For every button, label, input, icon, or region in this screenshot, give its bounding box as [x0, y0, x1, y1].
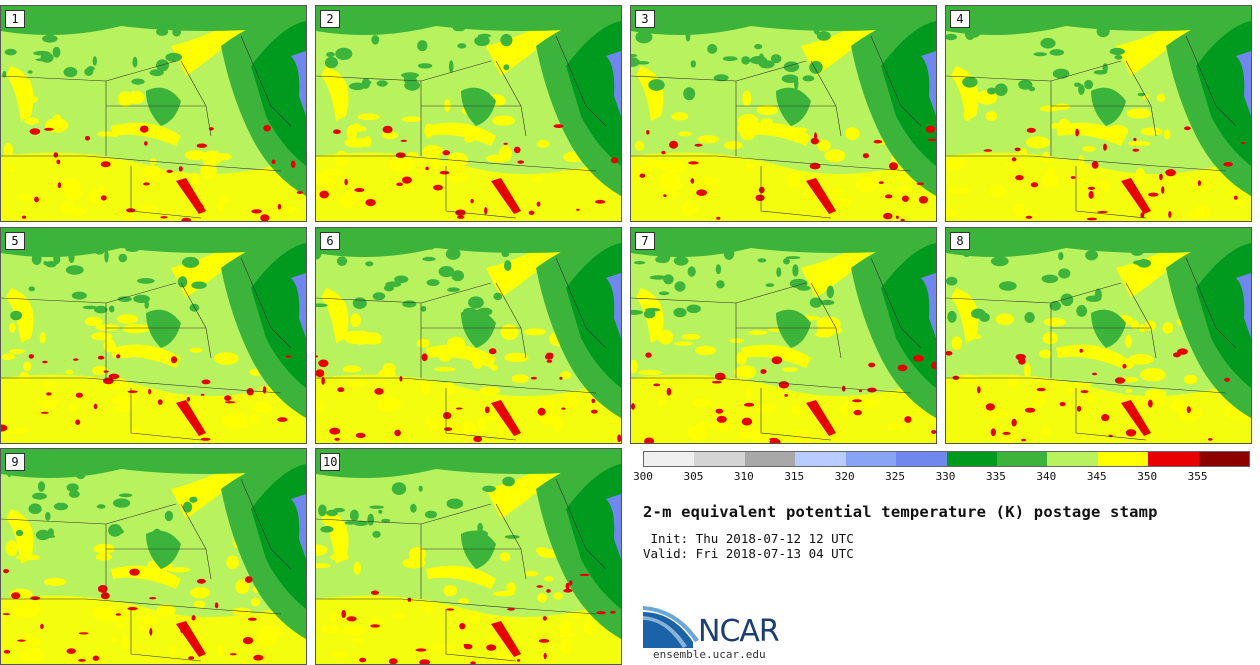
colorbar-segment	[744, 452, 796, 466]
colorbar-tick-label: 320	[834, 470, 855, 483]
init-time: Init: Thu 2018-07-12 12 UTC	[643, 531, 854, 546]
colorbar-segment	[996, 452, 1048, 466]
colorbar-segment	[1047, 452, 1098, 466]
colorbar-tick-label: 300	[633, 470, 653, 483]
member-number-label: 3	[635, 10, 655, 28]
colorbar	[643, 451, 1250, 467]
colorbar-tick-label: 335	[985, 470, 1006, 483]
figure-title: 2-m equivalent potential temperature (K)…	[643, 503, 1158, 521]
colorbar-tick-label: 325	[885, 470, 906, 483]
member-number-label: 9	[5, 453, 25, 471]
member-number-label: 6	[320, 232, 340, 250]
colorbar-segment	[1198, 452, 1250, 466]
member-number-label: 7	[635, 232, 655, 250]
ensemble-member-map: 9	[0, 448, 307, 665]
colorbar-tick-label: 340	[1036, 470, 1057, 483]
ensemble-member-map: 6	[315, 227, 622, 444]
colorbar-segment	[644, 452, 695, 466]
member-number-label: 10	[320, 453, 341, 471]
colorbar-segment	[1097, 452, 1149, 466]
member-number-label: 1	[5, 10, 25, 28]
member-number-label: 4	[950, 10, 970, 28]
ncar-logo-text: NCAR	[698, 614, 780, 649]
colorbar-tick-label: 345	[1086, 470, 1107, 483]
ncar-logo-icon	[643, 606, 699, 648]
ensemble-member-map: 5	[0, 227, 307, 444]
colorbar-segment	[795, 452, 846, 466]
member-number-label: 8	[950, 232, 970, 250]
valid-time: Valid: Fri 2018-07-13 04 UTC	[643, 546, 854, 561]
colorbar-segment	[845, 452, 897, 466]
colorbar-segment	[896, 452, 947, 466]
ensemble-member-map: 1	[0, 5, 307, 222]
ensemble-member-map: 10	[315, 448, 622, 665]
colorbar-tick-label: 305	[683, 470, 704, 483]
colorbar-tick-label: 330	[935, 470, 956, 483]
ensemble-member-map: 2	[315, 5, 622, 222]
ensemble-member-map: 8	[945, 227, 1252, 444]
member-number-label: 5	[5, 232, 25, 250]
colorbar-segment	[946, 452, 997, 466]
logo-url: ensemble.ucar.edu	[653, 648, 766, 661]
colorbar-tick-label: 310	[733, 470, 754, 483]
colorbar-segment	[694, 452, 745, 466]
ensemble-member-map: 7	[630, 227, 937, 444]
colorbar-tick-labels: 300 305 310 315 320 325 330 335 340 345 350 355	[633, 470, 1248, 484]
ensemble-member-map: 4	[945, 5, 1252, 222]
colorbar-tick-label: 315	[784, 470, 805, 483]
member-number-label: 2	[320, 10, 340, 28]
ensemble-member-map: 3	[630, 5, 937, 222]
colorbar-segment	[1148, 452, 1199, 466]
colorbar-tick-label: 355	[1187, 470, 1208, 483]
colorbar-tick-label: 350	[1137, 470, 1158, 483]
